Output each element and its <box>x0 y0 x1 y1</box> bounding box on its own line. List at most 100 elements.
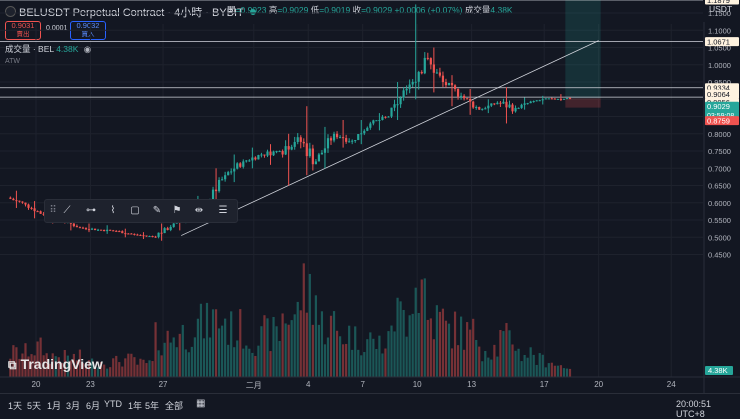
volume-bar <box>90 358 94 377</box>
volume-bar <box>57 357 60 377</box>
flag-tool-icon[interactable]: ⚑ <box>172 205 182 216</box>
candle-body <box>142 235 145 237</box>
candle-body <box>221 179 224 181</box>
volume-bar <box>487 357 490 377</box>
candle-body <box>414 81 417 83</box>
candle-body <box>517 107 520 109</box>
candle-body <box>317 154 321 162</box>
price-marker-bg <box>705 116 739 126</box>
candle-body <box>453 85 457 90</box>
volume-bar <box>78 349 82 377</box>
volume-bar <box>124 358 127 377</box>
volume-bar <box>284 323 287 377</box>
volume-bar <box>369 332 372 377</box>
buy-label: 買入 <box>81 30 95 38</box>
volume-bar <box>12 345 15 377</box>
candle-body <box>172 223 175 227</box>
range-button[interactable]: 3月 <box>66 401 81 411</box>
candle-body <box>423 57 426 74</box>
candle-body <box>547 98 550 100</box>
high-label: 高 <box>268 5 278 15</box>
sell-price: 0.9031 <box>11 21 35 30</box>
brush-tool-icon[interactable]: ✎ <box>152 205 162 216</box>
candle-body <box>160 232 163 234</box>
drag-handle-icon[interactable]: ⠿ <box>49 205 57 216</box>
candle-body <box>408 84 411 89</box>
volume-bar <box>493 344 496 377</box>
volume-bar <box>51 353 54 377</box>
candle-body <box>81 227 85 229</box>
close-value: =0.9029 <box>361 5 393 15</box>
volume-bar <box>447 323 451 377</box>
range-button[interactable]: 1年 <box>128 401 143 411</box>
eye-icon[interactable]: ◉ <box>83 44 92 54</box>
volume-bar <box>24 343 27 377</box>
candle-body <box>348 141 351 143</box>
range-button[interactable]: 1天 <box>8 401 23 411</box>
range-button[interactable]: 全部 <box>165 401 184 411</box>
candle-body <box>127 233 130 235</box>
candle-body <box>565 98 569 100</box>
range-button[interactable]: 1月 <box>47 401 62 411</box>
x-tick-label: 4 <box>306 380 311 389</box>
y-tick-label: 1.0000 <box>708 61 731 70</box>
volume-bar <box>257 345 260 377</box>
path-tool-icon[interactable]: ⌇ <box>110 205 116 216</box>
volume-bar <box>345 343 348 377</box>
volume-bar <box>544 367 547 377</box>
range-button[interactable]: YTD <box>104 399 122 409</box>
volume-indicator-legend[interactable]: 成交量 · BEL 4.38K ◉ <box>5 43 91 55</box>
volume-bar <box>230 311 233 377</box>
volume-bar <box>136 364 139 377</box>
candle-body <box>157 232 160 237</box>
candle-body <box>130 233 133 235</box>
volume-bar <box>54 356 57 377</box>
volume-bar <box>181 324 184 377</box>
settings-tool-icon[interactable]: ☰ <box>218 205 228 216</box>
candle-body <box>311 148 314 165</box>
indicator-name: 成交量 · BEL <box>5 44 54 54</box>
candle-body <box>556 98 559 100</box>
trend-line <box>181 40 599 236</box>
change-value: +0.0006 (+0.07%) <box>394 5 463 15</box>
candle-body <box>290 146 293 150</box>
rectangle-tool-icon[interactable]: ▢ <box>130 205 140 216</box>
range-button[interactable]: 6月 <box>86 401 101 411</box>
calendar-icon[interactable]: ▦ <box>196 398 206 409</box>
volume-value: 4.38K <box>490 5 513 15</box>
volume-bar <box>48 363 51 377</box>
y-tick-label: 0.8000 <box>708 130 731 139</box>
x-tick-label: 23 <box>85 380 95 389</box>
range-tool-icon[interactable]: ⇹ <box>194 205 204 216</box>
volume-bar <box>112 358 115 377</box>
candle-body <box>314 161 317 165</box>
range-button[interactable]: 5年 <box>145 401 160 411</box>
volume-bar <box>69 360 72 377</box>
currency-selector[interactable]: USDT <box>709 4 733 14</box>
indicator-sub: ATW <box>5 58 21 65</box>
candle-body <box>375 120 378 122</box>
candle-body <box>211 189 215 201</box>
volume-bar <box>529 347 532 377</box>
volume-bar <box>87 360 91 377</box>
trendline-tool-icon[interactable]: ⟋ <box>63 205 71 216</box>
volume-bar <box>444 320 448 377</box>
volume-bar <box>184 349 187 377</box>
candle-body <box>520 104 523 108</box>
volume-bar <box>118 362 121 377</box>
candle-body <box>133 233 136 235</box>
volume-bar <box>227 344 230 377</box>
candle-body <box>469 98 472 102</box>
price-markers: 1.18851.18791.06710.93340.90640.90560.90… <box>705 0 739 375</box>
drawing-toolbar: ⠿ ⟋ ⊶ ⌇ ▢ ✎ ⚑ ⇹ ☰ <box>44 199 238 223</box>
candle-body <box>351 140 354 142</box>
volume-bar <box>163 342 166 377</box>
candle-body <box>275 151 278 153</box>
candle-body <box>387 116 390 118</box>
range-button[interactable]: 5天 <box>27 401 42 411</box>
ohlc-readout: 開=0.9023 高=0.9029 低=0.9019 收=0.9029 +0.0… <box>227 4 513 16</box>
volume-bar <box>508 330 511 377</box>
ray-tool-icon[interactable]: ⊶ <box>86 205 96 216</box>
candle-body <box>18 200 21 202</box>
